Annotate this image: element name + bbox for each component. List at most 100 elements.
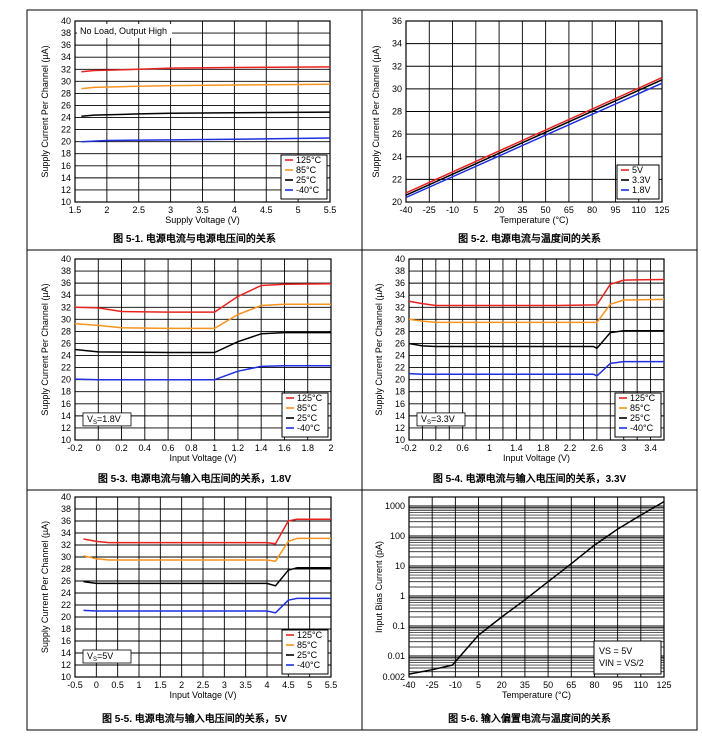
y-tick-label: 26 — [392, 129, 402, 139]
legend-label: 125°C — [630, 393, 656, 403]
x-axis-label: Input Voltage (V) — [169, 690, 236, 700]
x-tick-label: -10 — [446, 205, 459, 215]
y-tick-label: 38 — [61, 266, 71, 276]
x-tick-label: 1.4 — [510, 443, 523, 453]
y-axis-label: Input Bias Current (pA) — [374, 541, 384, 633]
x-tick-label: 125 — [654, 205, 669, 215]
x-tick-label: 65 — [564, 205, 574, 215]
x-tick-label: -25 — [426, 680, 439, 690]
x-tick-label: -0.5 — [67, 680, 83, 690]
y-tick-label: 10 — [61, 672, 71, 682]
x-tick-label: -40 — [399, 205, 412, 215]
figure-cell-frame — [361, 489, 698, 731]
y-tick-label: 14 — [61, 648, 71, 658]
x-tick-label: 3.5 — [239, 680, 252, 690]
x-tick-label: 1.4 — [255, 443, 268, 453]
x-tick-label: 0.5 — [111, 680, 124, 690]
x-tick-label: 0.8 — [185, 443, 198, 453]
x-axis-label: Input Voltage (V) — [169, 453, 236, 463]
y-tick-label: 10 — [395, 435, 405, 445]
x-tick-label: 3.4 — [644, 443, 657, 453]
y-tick-label: 12 — [61, 185, 71, 195]
y-tick-label: 30 — [61, 552, 71, 562]
annotation-text: VIN = VS/2 — [599, 658, 644, 668]
y-tick-label: 40 — [61, 16, 71, 26]
y-tick-label: 0.01 — [387, 651, 405, 661]
y-tick-label: 32 — [61, 302, 71, 312]
x-tick-label: 4 — [232, 205, 237, 215]
y-tick-label: 0.1 — [392, 621, 405, 631]
x-tick-label: 4.5 — [260, 205, 273, 215]
y-tick-label: 18 — [61, 624, 71, 634]
y-tick-label: 24 — [61, 351, 71, 361]
y-tick-label: 30 — [395, 314, 405, 324]
annotation-text: VS = 5V — [599, 646, 632, 656]
y-tick-label: 40 — [395, 254, 405, 264]
x-tick-label: 5 — [307, 680, 312, 690]
y-tick-label: 16 — [61, 636, 71, 646]
chart-fig5: -0.5 0 0.5 1 1.5 2 2.5 3 3.5 4 4.5 5 5.5 10 12 14 16 18 20… — [40, 492, 337, 725]
y-tick-label: 10 — [61, 435, 71, 445]
y-tick-label: 32 — [61, 64, 71, 74]
x-axis-label: Temperature (°C) — [499, 215, 568, 225]
annotation-text: VS=1.8V — [87, 414, 121, 426]
y-tick-label: 36 — [395, 278, 405, 288]
x-tick-label: 3 — [621, 443, 626, 453]
chart-fig4: -0.2 0.2 0.6 1 1.4 1.8 2.2 2.6 3 3.4 10 12 14 16 18 20 2… — [374, 254, 665, 485]
annotation-subscript: S — [427, 420, 431, 426]
x-tick-label: 3.5 — [196, 205, 209, 215]
x-tick-label: 1 — [212, 443, 217, 453]
y-tick-label: 12 — [395, 423, 405, 433]
x-tick-label: 2 — [179, 680, 184, 690]
plot-frame — [408, 258, 665, 441]
y-tick-label: 30 — [61, 76, 71, 86]
y-tick-label: 32 — [61, 540, 71, 550]
x-tick-label: -0.2 — [401, 443, 417, 453]
figure-caption: 图 5-5. 电源电流与输入电压间的关系，5V — [102, 712, 287, 725]
y-tick-label: 24 — [392, 152, 402, 162]
series-line — [408, 360, 664, 377]
x-tick-label: 4.5 — [282, 680, 295, 690]
y-tick-label: 36 — [61, 40, 71, 50]
y-tick-label: 12 — [61, 660, 71, 670]
y-tick-label: 24 — [395, 351, 405, 361]
y-tick-label: 40 — [61, 492, 71, 502]
y-tick-label: 1000 — [385, 501, 405, 511]
chart-fig6: -40 -25 -10 5 20 35 50 65 80 95 110 1250.0020.010.1… — [374, 496, 672, 725]
y-tick-label: 28 — [61, 564, 71, 574]
x-tick-label: 1.5 — [154, 680, 167, 690]
annotation-text: VS=3.3V — [421, 414, 455, 426]
x-tick-label: 4 — [264, 680, 269, 690]
x-tick-label: 2 — [104, 205, 109, 215]
x-tick-label: 5 — [473, 205, 478, 215]
y-tick-label: 0.002 — [382, 672, 405, 682]
legend-label: 85°C — [630, 403, 651, 413]
annotation-v: V — [421, 414, 427, 424]
legend-label: 25°C — [297, 413, 318, 423]
legend-label: 1.8V — [632, 185, 651, 195]
y-tick-label: 34 — [61, 290, 71, 300]
series-line — [81, 66, 331, 73]
x-tick-label: 0.6 — [456, 443, 469, 453]
x-tick-label: 0 — [96, 443, 101, 453]
legend-label: -40°C — [297, 423, 321, 433]
legend-label: 125°C — [297, 630, 323, 640]
series-line — [74, 303, 331, 330]
x-tick-label: 5 — [476, 680, 481, 690]
figure-caption: 图 5-2. 电源电流与温度间的关系 — [458, 232, 601, 245]
annotation-subscript: S — [93, 657, 97, 663]
chart-fig1: 1.5 2 2.5 3 3.5 4 4.5 5 5.5 10 12 14 16 18 20 22 24 26 28 3… — [40, 16, 336, 245]
x-tick-label: -0.2 — [67, 443, 83, 453]
x-tick-label: 0.4 — [139, 443, 152, 453]
x-tick-label: 2.5 — [197, 680, 210, 690]
annotation-box — [82, 649, 132, 664]
x-tick-label: 2.2 — [564, 443, 577, 453]
x-tick-label: 65 — [566, 680, 576, 690]
series-line — [83, 518, 331, 545]
series-line — [83, 597, 331, 614]
series-line — [408, 298, 665, 324]
annotation-box — [82, 412, 132, 427]
legend-box — [281, 392, 329, 438]
